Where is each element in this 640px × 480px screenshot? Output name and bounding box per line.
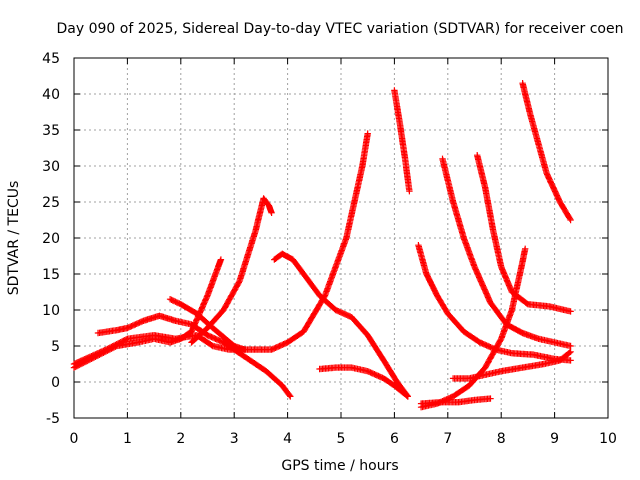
series-arc-7 <box>316 364 411 400</box>
x-tick-label: 1 <box>123 431 132 447</box>
y-tick-label: 0 <box>51 375 60 391</box>
series-arc-15 <box>519 80 574 224</box>
x-tick-label: 3 <box>230 431 239 447</box>
series-markers <box>271 250 411 400</box>
series-arc-13 <box>449 348 574 382</box>
series-arc-12 <box>439 155 574 350</box>
y-tick-label: 40 <box>42 87 60 103</box>
grid-lines <box>74 58 608 418</box>
series-arc-14 <box>474 152 574 315</box>
y-tick-label: 10 <box>42 303 60 319</box>
y-tick-label: 5 <box>51 339 60 355</box>
y-tick-label: -5 <box>46 411 60 427</box>
series-markers <box>439 155 574 350</box>
chart-title: Day 090 of 2025, Sidereal Day-to-day VTE… <box>57 21 624 37</box>
y-axis-label: SDTVAR / TECUs <box>6 181 22 296</box>
y-tick-label: 15 <box>42 267 60 283</box>
x-axis-label: GPS time / hours <box>281 458 398 474</box>
series-markers <box>449 348 574 382</box>
series-markers <box>94 312 294 400</box>
series-arc-9 <box>415 242 574 364</box>
series-arc-5 <box>188 195 275 346</box>
data-series <box>70 80 574 411</box>
series-markers <box>417 395 494 407</box>
y-tick-label: 45 <box>42 51 60 67</box>
y-tick-label: 20 <box>42 231 60 247</box>
axis-ticks <box>73 57 609 419</box>
x-tick-label: 4 <box>283 431 292 447</box>
series-markers <box>316 364 411 400</box>
y-tick-label: 30 <box>42 159 60 175</box>
series-markers <box>415 242 574 364</box>
x-tick-label: 9 <box>550 431 559 447</box>
x-tick-label: 8 <box>497 431 506 447</box>
series-markers <box>519 80 574 224</box>
series-arc-2 <box>70 256 225 371</box>
x-tick-label: 5 <box>337 431 346 447</box>
y-tick-label: 35 <box>42 123 60 139</box>
series-arc-6 <box>271 250 411 400</box>
series-markers <box>70 256 225 371</box>
series-markers <box>474 152 574 315</box>
x-tick-label: 7 <box>443 431 452 447</box>
x-tick-label: 2 <box>176 431 185 447</box>
y-tick-label: 25 <box>42 195 60 211</box>
series-arc-11 <box>417 395 494 407</box>
series-markers <box>188 195 275 346</box>
series-markers <box>391 87 413 195</box>
x-tick-label: 10 <box>599 431 617 447</box>
x-tick-label: 6 <box>390 431 399 447</box>
series-arc-8 <box>391 87 413 195</box>
series-arc-3 <box>94 312 294 400</box>
x-tick-label: 0 <box>70 431 79 447</box>
